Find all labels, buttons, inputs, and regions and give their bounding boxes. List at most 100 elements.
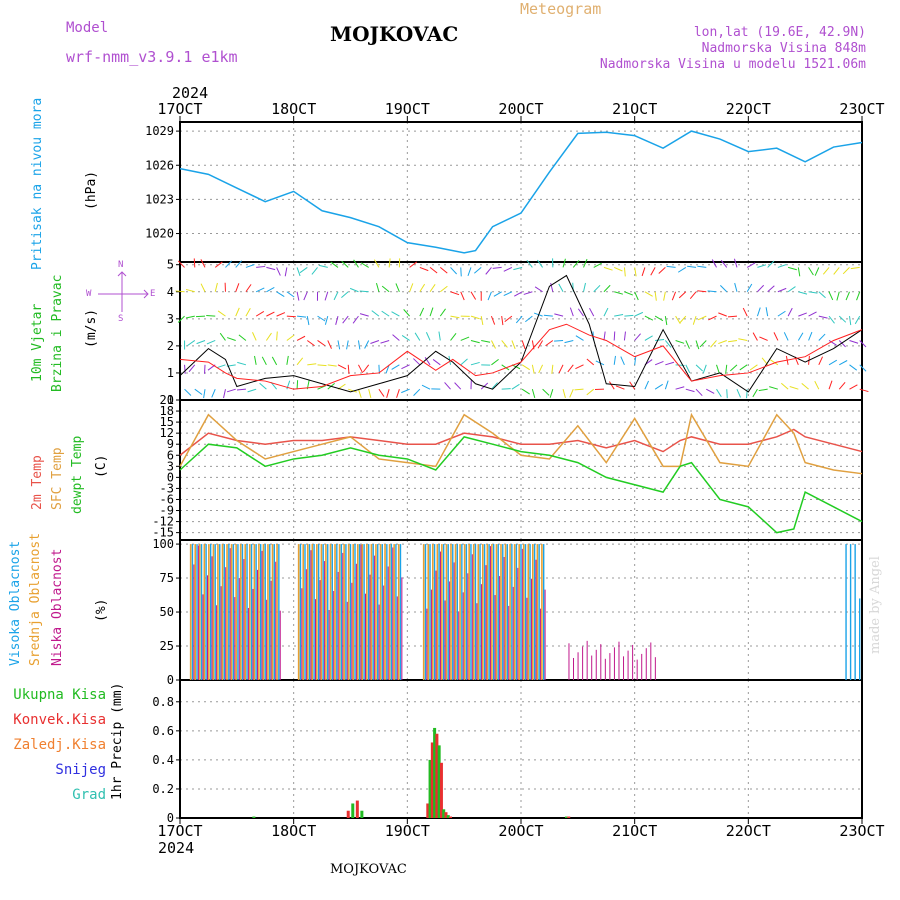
wind-arrow [593, 262, 602, 268]
wind-arrow [359, 290, 369, 293]
wind-arrow [403, 309, 410, 317]
cloud-bar-high [299, 544, 302, 680]
wind-arrow [438, 331, 441, 341]
cloud-bar-high [381, 544, 383, 680]
wind-arrow [485, 267, 492, 275]
wind-arrow [663, 291, 666, 301]
wind-arrow [654, 360, 664, 366]
cloud-bar-low [503, 556, 505, 680]
wind-arrow [513, 266, 523, 271]
cloud-bar-high [377, 544, 379, 680]
cloud-bar-high [520, 544, 522, 680]
wind-arrow [554, 313, 564, 317]
cloud-bar-low [369, 574, 371, 680]
precip-bar [426, 803, 430, 818]
wind-arrow [644, 291, 653, 297]
precip-bar [252, 816, 256, 818]
wind-arrow [521, 340, 526, 350]
wind-arrow [545, 340, 554, 347]
wind-arrow [177, 315, 185, 323]
precip-bar [437, 745, 441, 818]
y-tick-label: 100 [152, 537, 174, 551]
wind-arrow [623, 267, 626, 277]
page-title: MOJKOVAC [330, 22, 459, 46]
wind-arrow [256, 265, 266, 268]
cloud-bar-mid [258, 544, 260, 680]
wind-arrow [634, 355, 637, 365]
cloud-bar-low [586, 640, 588, 680]
wind-arrow [801, 382, 809, 390]
wind-arrow [523, 291, 533, 295]
cloud-bar-low [613, 647, 615, 680]
wind-arrow [501, 316, 504, 326]
wind-arrow [586, 358, 595, 366]
wind-arrow [738, 338, 748, 341]
wind-arrow [470, 361, 480, 366]
wind-arrow [521, 364, 530, 371]
wind-arrow [689, 291, 697, 299]
compass-s: S [118, 314, 124, 324]
cloud-bar-high [456, 544, 459, 680]
wind-arrow [708, 315, 717, 321]
cloud-bar-low [305, 569, 307, 680]
time-label-top: 17OCT [157, 100, 202, 118]
cloud-bar-low [346, 601, 348, 680]
wind-arrow [624, 314, 634, 317]
wind-arrow [757, 284, 765, 293]
y-tick-label: 15 [160, 415, 174, 429]
cloud-bar-low [623, 656, 625, 680]
cloud-bar-low [435, 570, 437, 680]
model-elevation-label: Nadmorska Visina u modelu 1521.06m [599, 57, 866, 72]
time-label-top: 23OCT [839, 100, 884, 118]
wind-arrow [460, 336, 470, 341]
wind-arrow [562, 389, 566, 398]
cloud-bar-high [340, 544, 343, 680]
compass-w: W [86, 289, 92, 299]
precip-bar [433, 727, 437, 818]
wind-arrow [237, 361, 247, 366]
cloud-bar-low [535, 559, 537, 680]
wind-arrow [787, 286, 796, 293]
cloud-bar-high [529, 544, 531, 680]
cloud-bar-low [526, 597, 528, 680]
cloud-bar-mid [504, 544, 507, 680]
wind-arrow [311, 267, 318, 275]
cloud-bar-mid [459, 544, 461, 680]
cloud-bar-low [225, 567, 227, 680]
wind-arrow [770, 359, 779, 366]
wind-arrow [286, 334, 295, 341]
cloud-bar-high [845, 544, 847, 680]
wind-arrow [695, 388, 703, 397]
wind-arrow [217, 310, 226, 317]
wind-arrow [838, 340, 846, 348]
wind-arrow [842, 267, 850, 275]
cloud-bar-mid [235, 544, 237, 680]
y-tick-label: 0 [167, 393, 174, 407]
cloud-bar-low [374, 555, 376, 680]
cloud-bar-mid [189, 544, 192, 680]
y-tick-label: 1026 [145, 158, 174, 172]
cloud-bar-mid [384, 544, 386, 680]
wind-arrow [655, 339, 665, 341]
wind-arrow [492, 266, 502, 269]
precip-bar [360, 810, 364, 818]
cloud-bar-mid [253, 544, 256, 680]
cloud-bar-low [193, 564, 195, 680]
wind-arrow [525, 315, 533, 323]
cloud-bar-low [202, 594, 204, 680]
wind-arrow [677, 266, 687, 273]
wind-arrow [727, 315, 738, 318]
wind-arrow [828, 291, 834, 301]
wind-arrow [196, 340, 206, 345]
wind-arrow [734, 282, 738, 292]
wind-arrow [413, 388, 421, 396]
wind-arrow [373, 259, 380, 268]
wind-arrow [583, 258, 588, 268]
time-label-top: 18OCT [271, 100, 316, 118]
cloud-bar-low [573, 657, 575, 680]
wind-arrow [307, 340, 315, 347]
wind-arrow [254, 355, 257, 365]
wind-arrow [193, 258, 196, 268]
wind-arrow [534, 286, 543, 293]
wind-arrow [227, 337, 236, 341]
